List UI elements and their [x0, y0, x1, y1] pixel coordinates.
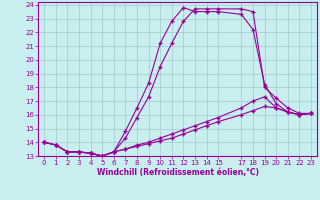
X-axis label: Windchill (Refroidissement éolien,°C): Windchill (Refroidissement éolien,°C)	[97, 168, 259, 177]
